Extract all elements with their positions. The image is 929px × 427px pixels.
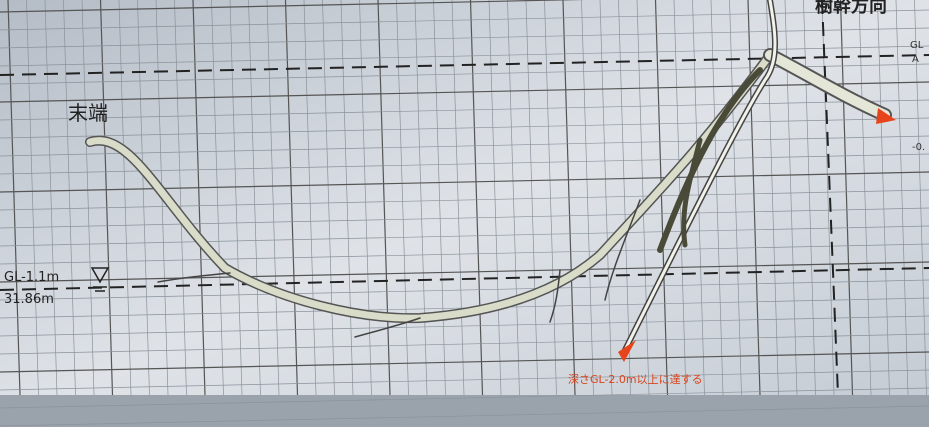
- photo: 末端 GL-1.1m 31.86m 深さGL-2.0m以上に達する 樹幹方向 G…: [0, 0, 929, 427]
- depth-note: 深さGL-2.0m以上に達する: [568, 373, 703, 386]
- photo-edge: [0, 395, 929, 427]
- right-minus: -0.: [912, 142, 925, 153]
- trunk-direction: 樹幹方向: [815, 0, 887, 17]
- right-a: A: [912, 54, 919, 65]
- elevation-label: 31.86m: [4, 292, 54, 307]
- page: 末端 GL-1.1m 31.86m 深さGL-2.0m以上に達する 樹幹方向 G…: [0, 0, 929, 427]
- right-gl: GL: [910, 40, 924, 51]
- water-level-label: GL-1.1m: [4, 270, 59, 285]
- tip-label: 末端: [68, 101, 108, 125]
